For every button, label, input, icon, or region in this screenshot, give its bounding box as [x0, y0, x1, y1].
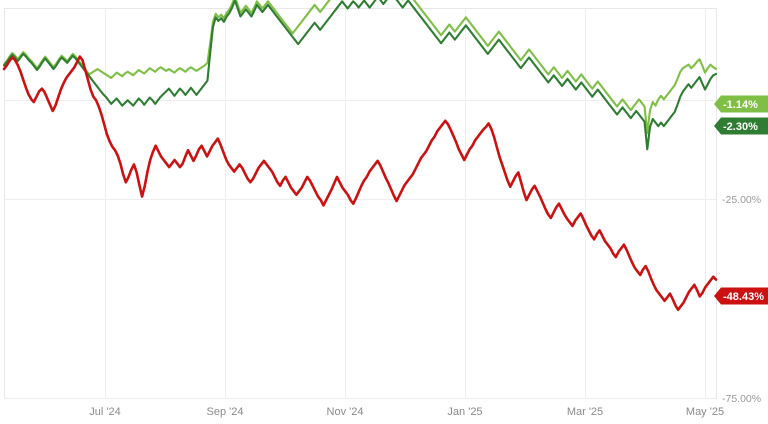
end-badge-series-light-green[interactable]: -1.14% [714, 95, 768, 113]
x-tick-label-3: Jan '25 [447, 406, 482, 418]
x-tick-label-4: Mar '25 [567, 406, 603, 418]
badge-shape [714, 117, 768, 135]
end-badge-series-red[interactable]: -48.43% [714, 287, 768, 305]
series-dark-green [2, 0, 718, 151]
badge-value: -48.43% [723, 291, 764, 303]
badge-value: -2.30% [723, 121, 758, 133]
series-red [2, 55, 718, 312]
x-tick-label-1: Sep '24 [207, 406, 244, 418]
plot-background [4, 8, 717, 399]
end-value-badges[interactable]: -1.14% -2.30% -48.43% [714, 95, 768, 305]
x-axis-tick-labels: Jul '24 Sep '24 Nov '24 Jan '25 Mar '25 May '… [89, 406, 724, 418]
badge-value: -1.14% [723, 99, 758, 111]
x-tick-label-5: May '25 [686, 406, 724, 418]
x-tick-label-2: Nov '24 [327, 406, 364, 418]
badge-shape [714, 287, 768, 305]
series-layer [2, 0, 718, 312]
plot-area-border [4, 8, 717, 399]
y-tick-label-1: -25.00% [722, 194, 761, 206]
y-axis-tick-labels: 0.00%-25.00%-75.00% [722, 95, 761, 405]
end-badge-series-dark-green[interactable]: -2.30% [714, 117, 768, 135]
badge-shape [714, 95, 768, 113]
series-light-green [2, 0, 718, 135]
y-gridlines [4, 100, 716, 399]
x-tick-label-0: Jul '24 [89, 406, 120, 418]
y-tick-label-2: -75.00% [722, 393, 761, 405]
x-gridlines [105, 8, 706, 398]
